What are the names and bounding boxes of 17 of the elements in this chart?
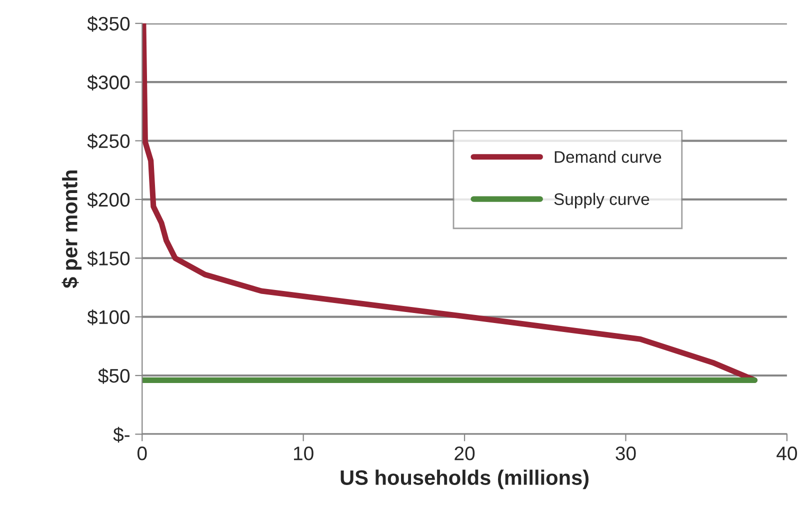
x-tick-label: 10: [294, 446, 314, 460]
y-tick-label: $100: [87, 309, 130, 326]
x-tick-label: 0: [137, 446, 147, 460]
legend-label: Supply curve: [554, 192, 650, 208]
x-axis-title: US households (millions): [340, 470, 589, 490]
y-axis-title: $ per month: [62, 170, 82, 288]
y-tick-label: $250: [87, 133, 130, 150]
y-tick-label: $200: [87, 192, 130, 208]
y-tick-label: $350: [87, 16, 130, 32]
y-tick-label: $150: [87, 250, 130, 267]
y-tick-label: $300: [87, 74, 130, 90]
x-tick-label: 20: [454, 446, 475, 460]
x-tick-label: 40: [776, 446, 797, 460]
legend-label: Demand curve: [554, 150, 662, 163]
y-tick-label: $-: [113, 426, 130, 443]
x-tick-label: 30: [616, 446, 636, 460]
y-tick-label: $50: [98, 368, 130, 384]
